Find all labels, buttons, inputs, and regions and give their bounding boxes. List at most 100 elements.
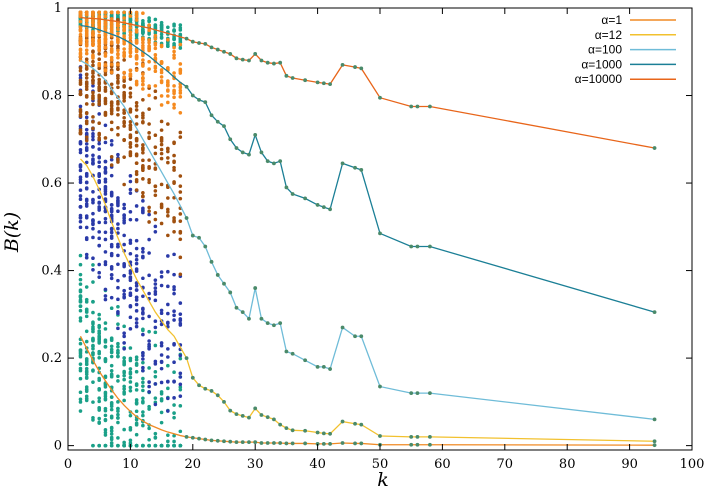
scatter-point (172, 342, 176, 347)
scatter-point (134, 217, 139, 222)
scatter-point (172, 56, 176, 60)
series-point (328, 441, 332, 446)
y-axis-title: B(k) (1, 212, 23, 253)
series-point (321, 81, 326, 86)
scatter-point (128, 304, 133, 308)
scatter-point (153, 193, 158, 198)
scatter-point (97, 236, 101, 241)
series-point (247, 316, 251, 321)
series-point (315, 441, 320, 446)
scatter-point (128, 49, 133, 53)
scatter-point (147, 273, 151, 278)
scatter-point (128, 46, 133, 51)
scatter-point (91, 344, 95, 349)
series-point (259, 58, 264, 63)
scatter-point (128, 358, 133, 363)
scatter-point (122, 273, 126, 278)
scatter-point (172, 439, 176, 444)
scatter-point (84, 308, 89, 312)
series-point (209, 438, 214, 443)
series-point (278, 159, 283, 164)
series-point (321, 205, 326, 210)
scatter-point (103, 98, 108, 103)
series-point (184, 36, 189, 41)
scatter-point (78, 205, 83, 209)
scatter-point (122, 377, 126, 382)
scatter-point (78, 147, 83, 152)
series-point (253, 133, 258, 137)
scatter-point (91, 120, 95, 124)
scatter-point (134, 100, 139, 105)
scatter-point (122, 39, 126, 44)
scatter-point (166, 210, 170, 214)
scatter-point (128, 30, 133, 34)
scatter-point (122, 288, 126, 293)
series-point (222, 399, 226, 404)
scatter-point (91, 162, 95, 166)
scatter-point (103, 260, 108, 264)
scatter-point (91, 137, 95, 142)
scatter-point (159, 94, 164, 98)
series-point (215, 273, 220, 277)
scatter-point (103, 394, 108, 398)
series-point (340, 419, 345, 424)
scatter-point (153, 43, 158, 47)
scatter-point (141, 410, 145, 414)
scatter-point (116, 244, 120, 249)
scatter-point (91, 30, 95, 34)
scatter-point (91, 134, 95, 139)
scatter-point (153, 17, 158, 22)
series-point (253, 286, 258, 290)
series-point (315, 364, 320, 369)
series-point (197, 235, 201, 240)
scatter-point (128, 91, 133, 96)
series-point (415, 391, 420, 396)
scatter-point (84, 80, 89, 84)
scatter-point (103, 209, 108, 214)
scatter-point (153, 278, 158, 282)
scatter-point (159, 35, 164, 40)
scatter-point (141, 79, 145, 83)
scatter-point (178, 95, 183, 99)
scatter-point (172, 443, 176, 448)
scatter-point (84, 160, 89, 165)
scatter-point (103, 123, 108, 128)
scatter-point (84, 300, 89, 304)
series-point (353, 421, 357, 426)
scatter-point (116, 102, 120, 106)
scatter-point (84, 376, 89, 380)
series-point (184, 216, 189, 220)
scatter-point (122, 155, 126, 159)
scatter-point (153, 374, 158, 379)
series-point (272, 441, 276, 445)
scatter-point (78, 180, 83, 185)
scatter-point (91, 369, 95, 373)
scatter-point (128, 375, 133, 380)
scatter-point (103, 327, 108, 331)
series-point (203, 41, 208, 46)
scatter-point (103, 237, 108, 242)
scatter-point (78, 194, 83, 198)
scatter-point (141, 376, 145, 381)
scatter-point (134, 13, 139, 18)
scatter-point (172, 140, 176, 145)
scatter-point (78, 92, 83, 97)
scatter-point (172, 106, 176, 110)
scatter-point (97, 160, 101, 164)
series-point (240, 440, 245, 445)
series-point (234, 56, 239, 61)
series-point (240, 310, 245, 315)
series-point (284, 441, 289, 446)
x-tick-label: 80 (559, 457, 576, 472)
scatter-point (109, 17, 114, 21)
series-point (303, 441, 308, 446)
scatter-point (122, 16, 126, 20)
scatter-point (122, 262, 126, 266)
scatter-point (141, 316, 145, 321)
scatter-point (103, 63, 108, 68)
scatter-point (128, 94, 133, 99)
scatter-point (128, 33, 133, 37)
scatter-point (128, 187, 133, 192)
scatter-point (97, 376, 101, 381)
scatter-point (128, 291, 133, 296)
